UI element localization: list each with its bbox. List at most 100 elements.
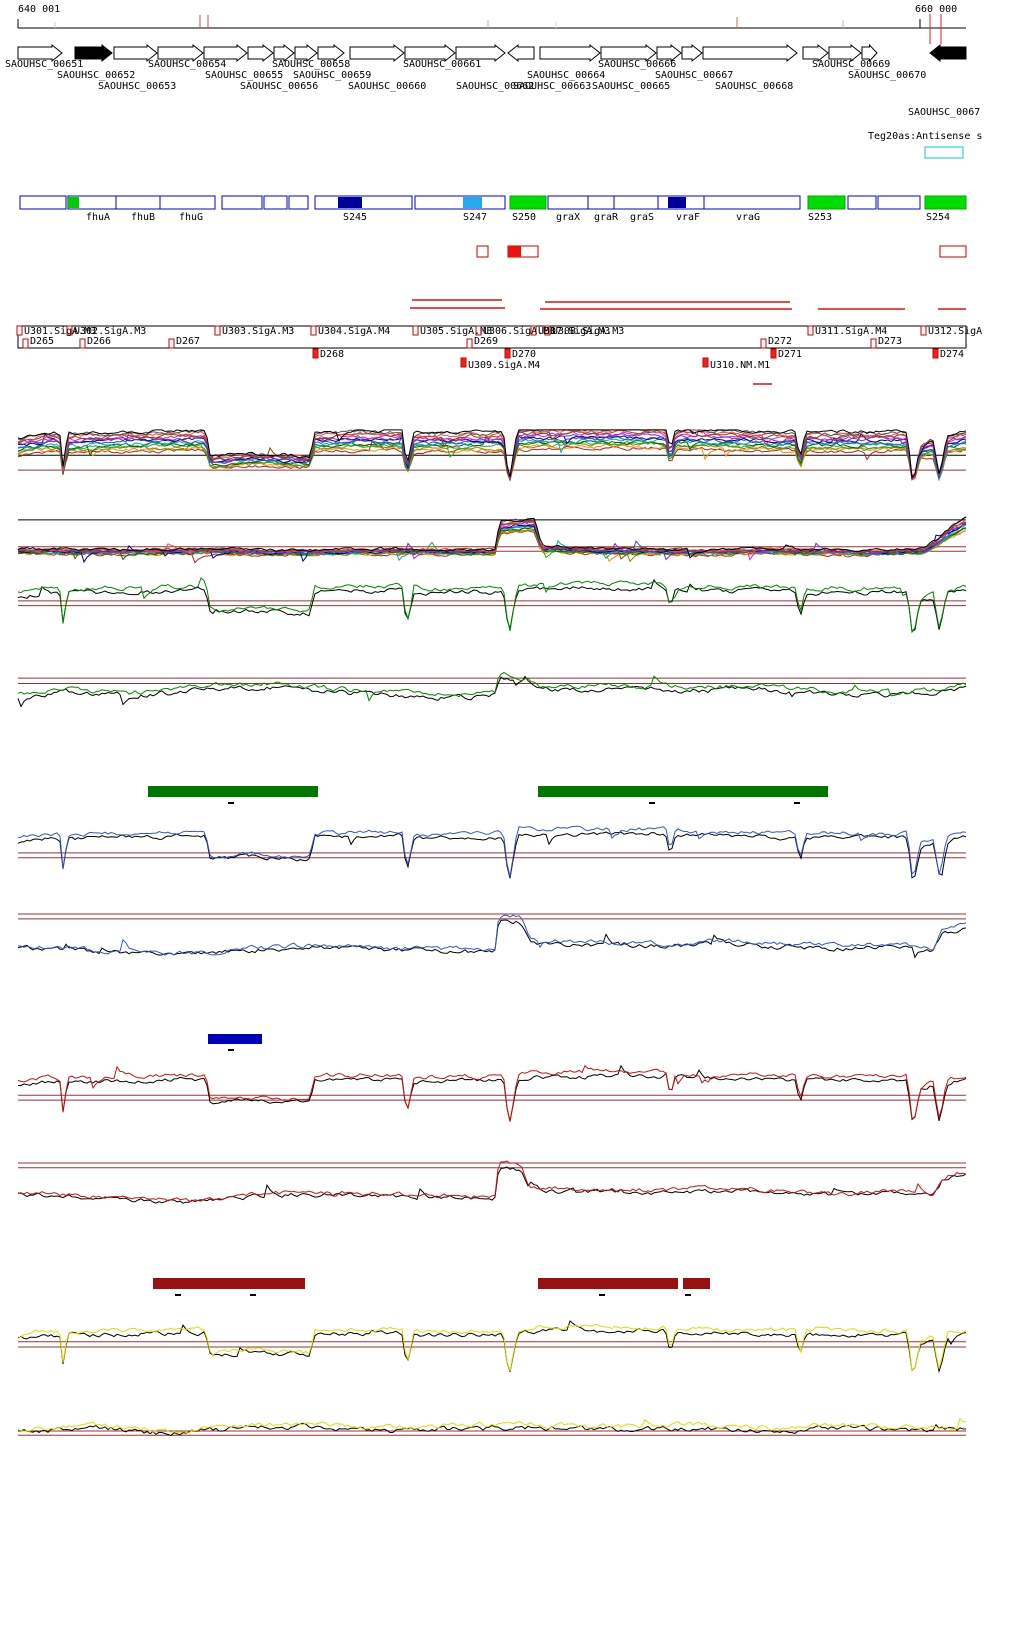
gene-arrow[interactable] <box>273 43 295 63</box>
gene-label: SAOUHSC_00670 <box>848 70 927 81</box>
feature-label: S245 <box>343 212 368 223</box>
gene-arrow[interactable] <box>656 43 682 63</box>
bar-region-blue-regions[interactable] <box>208 1034 262 1044</box>
gene-arrow[interactable] <box>681 43 703 63</box>
promoter-label: U310.NM.M1 <box>710 360 771 371</box>
feature-box[interactable] <box>924 195 967 210</box>
feature-box[interactable] <box>67 195 216 210</box>
gene-arrow[interactable] <box>929 43 967 63</box>
promoter-marker[interactable] <box>760 338 767 349</box>
promoter-label: D274 <box>940 349 965 360</box>
feature-box[interactable] <box>314 195 413 210</box>
feature-box[interactable] <box>807 195 846 210</box>
promoter-marker[interactable] <box>920 325 927 336</box>
gene-label: SAOUHSC_00655 <box>205 70 284 81</box>
ruler-end-label: 660 000 <box>915 4 958 15</box>
signal-line-all-conditions-sense-s7 <box>17 432 967 480</box>
gene-arrow[interactable] <box>17 43 63 63</box>
gene-label: SAOUHSC_00661 <box>403 59 482 70</box>
promoter-label: D265 <box>30 336 55 347</box>
gene-arrow[interactable] <box>861 43 878 63</box>
gene-label: SAOUHSC_00656 <box>240 81 319 92</box>
signal-line-condition2-antisense-blue-s0 <box>17 919 967 959</box>
gene-arrow[interactable] <box>247 43 274 63</box>
promoter-marker[interactable] <box>466 338 473 349</box>
feature-box[interactable] <box>288 195 309 210</box>
gene-arrow[interactable] <box>317 43 345 63</box>
gene-arrow[interactable] <box>294 43 318 63</box>
promoter-marker[interactable] <box>460 357 467 368</box>
promoter-marker[interactable] <box>79 338 86 349</box>
promoter-marker[interactable] <box>530 325 537 336</box>
feature-box[interactable] <box>19 195 67 210</box>
promoter-label: D269 <box>474 336 499 347</box>
feature-sub-segment <box>68 197 79 208</box>
promoter-marker[interactable] <box>16 325 23 336</box>
feature-label: graR <box>594 212 619 223</box>
signal-line-all-conditions-sense-s12 <box>17 429 967 478</box>
signal-line-condition1-antisense-green-s0 <box>17 675 967 708</box>
feature-box[interactable] <box>221 195 263 210</box>
red-feature-box[interactable] <box>476 245 489 258</box>
bar-region-green-regions[interactable] <box>538 786 828 797</box>
feature-box[interactable] <box>877 195 921 210</box>
promoter-marker[interactable] <box>544 325 551 336</box>
gene-arrow[interactable] <box>113 43 158 63</box>
promoter-marker[interactable] <box>412 325 419 336</box>
signal-line-condition3-sense-red-s0 <box>18 1064 967 1122</box>
promoter-marker[interactable] <box>310 325 317 336</box>
promoter-marker[interactable] <box>702 357 709 368</box>
gene-arrow[interactable] <box>157 43 204 63</box>
bar-region-green-regions[interactable] <box>148 786 318 797</box>
signal-line-condition4-sense-yellow-s0 <box>17 1320 967 1374</box>
red-feature-fill <box>508 246 521 257</box>
gene-arrow[interactable] <box>802 43 829 63</box>
feature-box[interactable] <box>263 195 288 210</box>
ruler-start-label: 640 001 <box>18 4 61 15</box>
promoter-marker[interactable] <box>22 338 29 349</box>
gene-arrow[interactable] <box>600 43 657 63</box>
gene-arrow[interactable] <box>74 43 113 63</box>
gene-arrow[interactable] <box>455 43 506 63</box>
gene-label: SAOUHSC_00665 <box>592 81 671 92</box>
bar-region-darkred-regions[interactable] <box>153 1278 305 1289</box>
promoter-marker[interactable] <box>475 325 482 336</box>
promoter-marker[interactable] <box>312 348 319 359</box>
promoter-marker[interactable] <box>168 338 175 349</box>
promoter-marker[interactable] <box>870 338 877 349</box>
promoter-marker[interactable] <box>66 325 73 336</box>
promoter-marker[interactable] <box>807 325 814 336</box>
gene-arrow[interactable] <box>404 43 456 63</box>
signal-line-all-conditions-sense-s13 <box>17 429 967 479</box>
gene-label: SAOUHSC_00658 <box>272 59 351 70</box>
promoter-label: D266 <box>87 336 112 347</box>
gene-arrow[interactable] <box>507 43 535 63</box>
signal-line-all-conditions-sense-s10 <box>17 429 967 478</box>
signal-line-all-conditions-sense-s8 <box>17 432 967 481</box>
gene-arrow[interactable] <box>203 43 248 63</box>
promoter-label: D273 <box>878 336 903 347</box>
promoter-marker[interactable] <box>932 348 939 359</box>
feature-box[interactable] <box>847 195 877 210</box>
bar-tick-green-regions <box>794 802 800 804</box>
signal-line-condition2-sense-blue-s1 <box>17 825 967 877</box>
bar-tick-blue-regions <box>228 1049 234 1051</box>
promoter-marker[interactable] <box>770 348 777 359</box>
gene-arrow[interactable] <box>349 43 405 63</box>
red-feature-box[interactable] <box>939 245 967 258</box>
feature-box[interactable] <box>509 195 547 210</box>
signal-line-condition3-antisense-red-s0 <box>17 1166 967 1204</box>
feature-label: fhuA <box>86 212 111 223</box>
promoter-marker[interactable] <box>504 348 511 359</box>
signal-line-condition3-sense-red-s1 <box>17 1064 967 1122</box>
promoter-label: U305.SigA.M3 <box>420 326 493 337</box>
gene-arrow[interactable] <box>539 43 601 63</box>
gene-label: SAOUHSC_00662 <box>456 81 535 92</box>
bar-region-darkred-regions[interactable] <box>683 1278 710 1289</box>
gene-arrow[interactable] <box>828 43 862 63</box>
bar-region-darkred-regions[interactable] <box>538 1278 678 1289</box>
gene-arrow[interactable] <box>702 43 798 63</box>
feature-box[interactable] <box>414 195 506 210</box>
signal-line-all-conditions-antisense-s1 <box>17 529 967 562</box>
promoter-marker[interactable] <box>214 325 221 336</box>
